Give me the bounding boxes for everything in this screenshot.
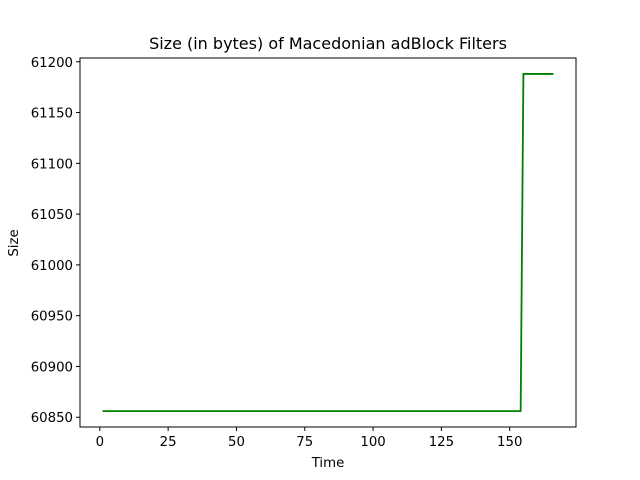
x-axis-ticks: 0 25 50 75 100 125 150 [96, 427, 522, 450]
chart-title: Size (in bytes) of Macedonian adBlock Fi… [149, 34, 507, 53]
y-tick-label: 61000 [31, 259, 73, 274]
x-tick-label: 100 [360, 435, 385, 450]
axes-frame [79, 57, 577, 428]
y-tick-label: 60900 [31, 360, 73, 375]
y-tick-label: 60850 [31, 411, 73, 426]
series-line-0 [102, 73, 554, 413]
plot-area [79, 57, 577, 428]
x-tick-label: 25 [160, 435, 177, 450]
x-tick-label: 125 [429, 435, 454, 450]
x-tick-label: 150 [497, 435, 522, 450]
y-tick-label: 60950 [31, 310, 73, 325]
x-axis-label: Time [311, 456, 345, 471]
x-tick-label: 0 [96, 435, 104, 450]
y-axis-ticks: 60850 60900 60950 61000 61050 61100 61150 61200 [31, 56, 80, 426]
y-tick-label: 61150 [31, 107, 73, 122]
y-axis-label: Size [7, 229, 22, 256]
y-tick-label: 61050 [31, 208, 73, 223]
y-tick-label: 61200 [31, 56, 73, 71]
x-tick-label: 75 [296, 435, 313, 450]
x-tick-label: 50 [228, 435, 245, 450]
y-tick-label: 61100 [31, 157, 73, 172]
